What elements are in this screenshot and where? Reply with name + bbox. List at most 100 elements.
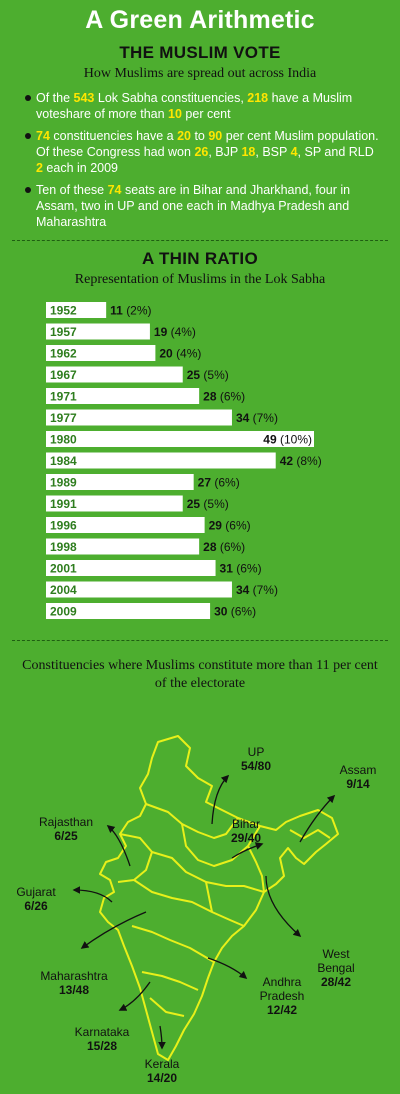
- map-label-value: 14/20: [147, 1071, 177, 1085]
- bar-value-label: 30 (6%): [214, 605, 256, 619]
- muslim-vote-subheading: How Muslims are spread out across India: [83, 66, 317, 81]
- map-arrow: [72, 886, 113, 903]
- map-arrow: [118, 981, 151, 1011]
- fact-bullet-1: Of the 543 Lok Sabha constituencies, 218…: [25, 90, 384, 122]
- map-label-name: Pradesh: [260, 989, 305, 1003]
- india-border: [99, 735, 339, 1061]
- map-label-value: 54/80: [241, 759, 271, 773]
- bar-1967: [46, 366, 183, 383]
- bar-value-label: 25 (5%): [187, 497, 229, 511]
- map-label-name: Assam: [340, 763, 377, 777]
- bar-year-label: 1991: [50, 497, 77, 511]
- bar-1977: [46, 409, 232, 426]
- map-arrow: [158, 1025, 166, 1050]
- bar-1996: [46, 517, 205, 533]
- bar-1980: [46, 431, 314, 447]
- fact-bullet-2: 74 constituencies have a 20 to 90 per ce…: [25, 128, 384, 176]
- fact-bullet-3: Ten of these 74 seats are in Bihar and J…: [25, 182, 384, 230]
- bar-year-label: 1996: [50, 519, 77, 533]
- bar-value-label: 49 (10%): [263, 433, 312, 447]
- thin-ratio-subheading: Representation of Muslims in the Lok Sab…: [74, 272, 326, 287]
- state-line-bihar: [247, 845, 265, 893]
- state-line-rajasthan: [117, 833, 153, 883]
- map-arrow: [207, 957, 248, 980]
- map-label-value: 28/42: [321, 975, 351, 989]
- bar-year-label: 1957: [50, 325, 77, 339]
- state-line-north: [145, 803, 239, 839]
- state-line-andhra: [131, 925, 215, 963]
- bar-value-label: 31 (6%): [220, 562, 262, 576]
- bar-year-label: 1980: [50, 433, 77, 447]
- map-label-value: 13/48: [59, 983, 89, 997]
- map-label-name: UP: [248, 745, 265, 759]
- map-arrow: [80, 911, 147, 949]
- map-title: Constituencies where Muslims constitute …: [22, 658, 378, 691]
- bar-value-label: 20 (4%): [159, 347, 201, 361]
- state-line-karnataka: [141, 971, 199, 991]
- map-label-name: Karnataka: [75, 1025, 130, 1039]
- bar-1984: [46, 452, 276, 469]
- bar-year-label: 1971: [50, 390, 77, 404]
- muslim-vote-heading: THE MUSLIM VOTE: [119, 43, 281, 62]
- bar-year-label: 1989: [50, 476, 77, 490]
- bar-1962: [46, 345, 156, 361]
- bar-year-label: 2004: [50, 583, 77, 597]
- map-label-value: 6/26: [24, 899, 48, 913]
- bar-1989: [46, 474, 194, 490]
- bar-1998: [46, 538, 200, 555]
- state-line-chhattisgarh: [205, 881, 213, 913]
- map-label-value: 9/14: [346, 777, 370, 791]
- state-line-northeast: [289, 829, 331, 839]
- state-line-maharashtra: [133, 879, 245, 927]
- section-divider-1: [12, 240, 388, 241]
- bar-year-label: 1967: [50, 368, 77, 382]
- map-arrow: [106, 825, 131, 867]
- state-line-central: [151, 851, 265, 893]
- map-arrow: [265, 875, 302, 938]
- bar-year-label: 1952: [50, 304, 77, 318]
- map-label-name: Bengal: [317, 961, 354, 975]
- bar-value-label: 19 (4%): [154, 325, 196, 339]
- bar-value-label: 25 (5%): [187, 368, 229, 382]
- muslim-mp-bar-chart: 1952 11 (2%) 1957 19 (4%) 1962 20 (4%) 1967 25 …: [46, 302, 322, 619]
- map-label-name: Andhra: [263, 975, 302, 989]
- thin-ratio-heading: A THIN RATIO: [142, 249, 258, 268]
- bar-2009: [46, 603, 211, 619]
- section-divider-2: [12, 640, 388, 641]
- bar-1991: [46, 495, 183, 512]
- bar-value-label: 28 (6%): [203, 390, 245, 404]
- bar-1957: [46, 323, 150, 340]
- map-label-name: Gujarat: [16, 885, 56, 899]
- bar-year-label: 1984: [50, 454, 77, 468]
- map-arrow: [231, 842, 264, 859]
- map-label-value: 6/25: [54, 829, 78, 843]
- map-arrows: [72, 774, 336, 1050]
- bar-value-label: 34 (7%): [236, 583, 278, 597]
- bar-year-label: 1998: [50, 540, 77, 554]
- bar-1971: [46, 388, 200, 404]
- bar-value-label: 28 (6%): [203, 540, 245, 554]
- bar-value-label: 29 (6%): [209, 519, 251, 533]
- fact-list: Of the 543 Lok Sabha constituencies, 218…: [25, 90, 384, 230]
- map-label-name: Bihar: [232, 817, 260, 831]
- map-arrow: [211, 774, 230, 825]
- bar-2004: [46, 581, 232, 598]
- state-line-tamilnadu: [149, 997, 185, 1017]
- bar-1952: [46, 302, 107, 318]
- map-label-name: West: [322, 947, 350, 961]
- map-arrow: [299, 794, 336, 843]
- bar-year-label: 1962: [50, 347, 77, 361]
- bar-2001: [46, 560, 216, 576]
- bar-value-label: 34 (7%): [236, 411, 278, 425]
- map-label-name: Kerala: [145, 1057, 180, 1071]
- bar-year-label: 2009: [50, 605, 77, 619]
- map-label-value: 15/28: [87, 1039, 117, 1053]
- map-label-name: Maharashtra: [40, 969, 108, 983]
- map-label-name: Rajasthan: [39, 815, 93, 829]
- bar-year-label: 2001: [50, 562, 77, 576]
- bar-value-label: 11 (2%): [110, 304, 151, 318]
- page-title: A Green Arithmetic: [85, 6, 315, 34]
- bar-value-label: 27 (6%): [198, 476, 240, 490]
